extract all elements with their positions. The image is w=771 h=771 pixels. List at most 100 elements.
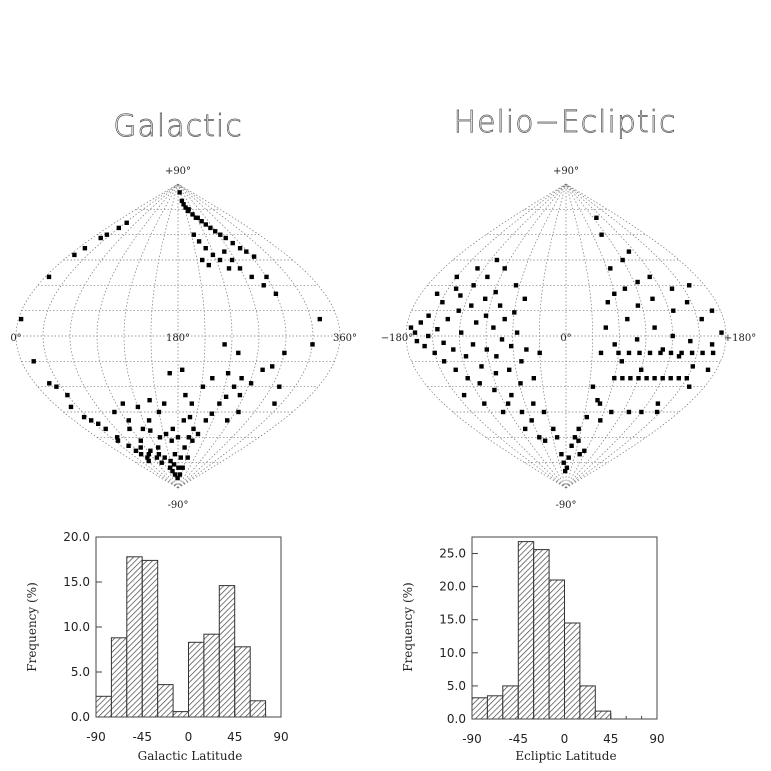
galactic-latitude-histogram: -90 -45 0 45 90 0.0 5.0 10.0 15.0 20.0 Galactic L…: [25, 530, 289, 763]
ecliptic-histogram-ylabel: Frequency (%): [401, 582, 415, 671]
galactic-source-point: [239, 376, 244, 381]
ecliptic-source-point: [620, 257, 625, 263]
ecliptic-source-point: [500, 409, 506, 415]
galactic-source-point: [162, 401, 167, 406]
ecliptic-histogram-bar: [548, 579, 565, 720]
galactic-source-point: [156, 452, 162, 457]
galactic-source-point: [167, 371, 172, 376]
ecliptic-source-point: [655, 401, 661, 406]
galactic-source-point: [217, 257, 223, 263]
ecliptic-source-point: [626, 350, 632, 356]
galactic-source-point: [133, 448, 139, 453]
ecliptic-ytick-label: 25.0: [439, 547, 466, 561]
ecliptic-meridian: [432, 183, 567, 489]
galactic-source-point: [223, 394, 229, 399]
ecliptic-top-label: +90°: [553, 166, 579, 177]
ecliptic-source-point: [519, 359, 524, 364]
ecliptic-source-point: [422, 343, 427, 349]
ecliptic-source-point: [639, 409, 644, 415]
ecliptic-source-point: [509, 392, 514, 398]
ecliptic-source-point: [445, 316, 450, 322]
ecliptic-source-point: [412, 330, 418, 335]
ecliptic-source-point: [622, 286, 628, 291]
galactic-histogram-bar: [110, 637, 128, 718]
galactic-source-point: [180, 367, 185, 372]
ecliptic-source-point: [669, 286, 675, 291]
ecliptic-ytick-label: 5.0: [447, 679, 466, 693]
ecliptic-meridian: [458, 183, 567, 489]
ecliptic-source-point: [502, 266, 507, 271]
galactic-ytick-label: 15.0: [63, 575, 90, 589]
galactic-source-point: [169, 438, 174, 443]
ecliptic-ytick-label: 10.0: [439, 646, 466, 660]
galactic-source-point: [72, 252, 77, 258]
ecliptic-source-point: [595, 398, 600, 403]
ecliptic-source-point: [684, 300, 690, 305]
ecliptic-source-point: [654, 409, 660, 415]
ecliptic-source-point: [668, 376, 673, 381]
ecliptic-sky-map: +90° -90° −180° 0° +180°: [381, 166, 756, 511]
ecliptic-source-point: [474, 320, 479, 325]
galactic-source-point: [217, 401, 222, 406]
ecliptic-source-point: [603, 325, 608, 330]
ecliptic-histogram-bar: [594, 710, 612, 720]
galactic-source-point: [237, 246, 243, 251]
galactic-histogram-bar: [141, 559, 159, 718]
ecliptic-source-point: [537, 350, 542, 356]
galactic-source-point: [138, 445, 143, 450]
galactic-source-point: [96, 421, 101, 426]
ecliptic-source-point: [635, 303, 641, 308]
galactic-xtick-label: 0: [185, 730, 193, 744]
ecliptic-source-point: [709, 342, 715, 347]
ecliptic-source-point: [493, 371, 499, 376]
galactic-source-point: [135, 404, 141, 410]
galactic-source-point: [195, 431, 201, 437]
ecliptic-source-point: [676, 376, 681, 381]
ecliptic-left-label: −180°: [381, 333, 413, 344]
galactic-source-point: [186, 207, 191, 212]
ecliptic-source-point: [494, 354, 499, 359]
ecliptic-source-point: [408, 325, 414, 330]
ecliptic-source-point: [453, 367, 458, 372]
ecliptic-source-point: [598, 350, 604, 356]
ecliptic-histogram-bar: [502, 685, 519, 720]
galactic-source-point: [146, 452, 151, 457]
ecliptic-histogram-bar: [564, 622, 581, 720]
galactic-source-point: [200, 257, 205, 263]
galactic-source-point: [172, 472, 178, 477]
galactic-source-point: [175, 435, 181, 440]
galactic-source-point: [226, 266, 232, 271]
galactic-histogram-ticks: -90 -45 0 45 90 0.0 5.0 10.0 15.0 20.0: [63, 530, 288, 744]
ecliptic-meridian: [565, 183, 620, 489]
galactic-meridian: [69, 183, 179, 489]
ecliptic-source-point: [483, 313, 489, 318]
ecliptic-right-label: +180°: [724, 333, 756, 344]
ecliptic-source-point: [652, 325, 657, 330]
ecliptic-source-point: [690, 364, 695, 369]
galactic-source-point: [264, 274, 269, 280]
galactic-source-point: [196, 239, 202, 244]
ecliptic-source-point: [513, 283, 519, 288]
galactic-source-point: [231, 384, 237, 389]
galactic-source-point: [47, 381, 52, 386]
ecliptic-source-point: [660, 376, 665, 381]
galactic-source-point: [82, 246, 88, 251]
ecliptic-source-point: [647, 274, 652, 280]
ecliptic-histogram-bar: [579, 685, 596, 720]
galactic-histogram-bar: [95, 695, 112, 718]
galactic-histogram-bar: [203, 633, 220, 718]
ecliptic-source-point: [687, 283, 692, 288]
ecliptic-source-point: [576, 438, 581, 443]
ecliptic-source-point: [566, 455, 571, 460]
ecliptic-source-point: [608, 266, 613, 271]
ecliptic-ytick-label: 15.0: [439, 613, 466, 627]
galactic-source-point: [208, 225, 213, 231]
galactic-histogram-ylabel: Frequency (%): [25, 582, 39, 671]
ecliptic-source-point: [471, 283, 476, 288]
galactic-source-point: [191, 232, 196, 237]
galactic-source-point: [120, 401, 125, 406]
galactic-ytick-label: 10.0: [63, 620, 90, 634]
galactic-source-point: [147, 398, 152, 403]
ecliptic-xtick-label: 90: [649, 732, 664, 746]
galactic-xtick-label: 90: [273, 730, 288, 744]
